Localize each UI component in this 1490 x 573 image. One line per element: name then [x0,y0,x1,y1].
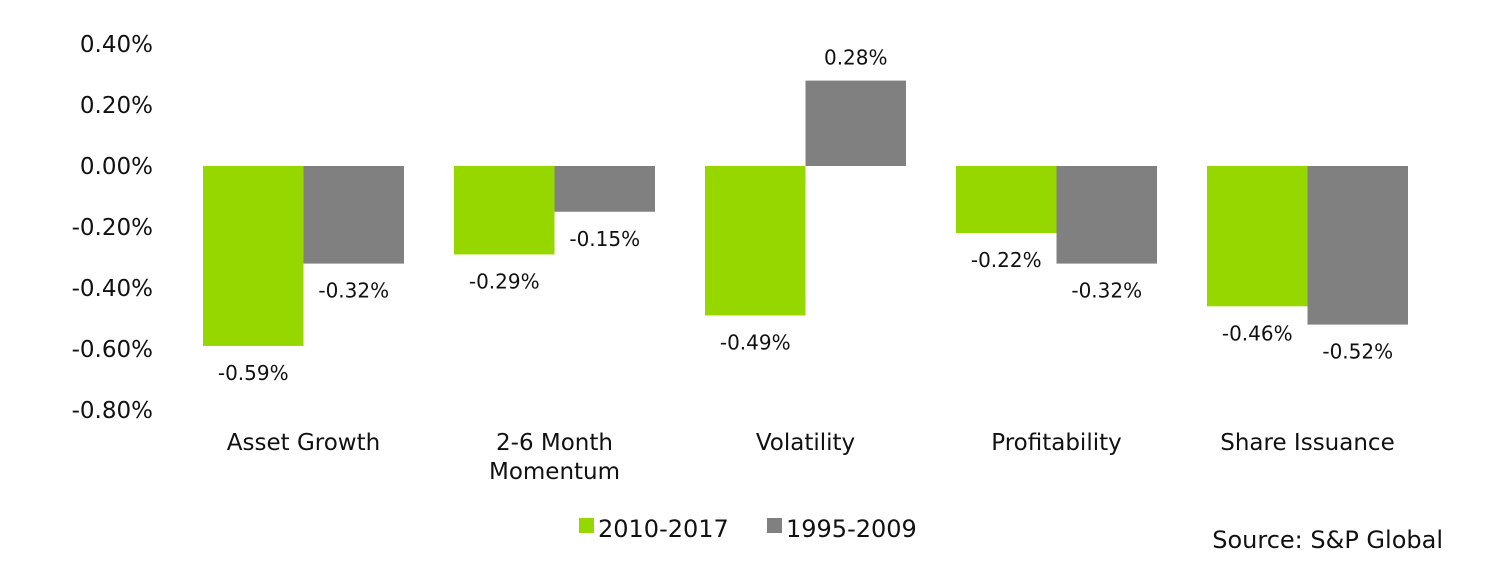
y-tick-label: -0.80% [72,398,153,424]
y-tick-label: 0.20% [80,93,153,119]
data-label: -0.46% [1222,321,1293,345]
category-label: Volatility [756,430,855,456]
bar-1995-2009-1 [554,166,655,212]
legend: 2010-2017 1995-2009 [579,515,917,543]
category-label: 2-6 Month [496,430,613,456]
category-label: Share Issuance [1220,430,1394,456]
category-label: Asset Growth [227,430,380,456]
bars [203,80,1408,346]
legend-label: 2010-2017 [598,515,729,543]
data-label: -0.52% [1322,340,1393,364]
y-axis: 0.40% 0.20% 0.00% -0.20% -0.40% -0.60% -0.80% [72,32,153,424]
y-tick-label: 0.00% [80,154,153,180]
category-label: Profitability [991,430,1122,456]
x-axis: Asset Growth 2-6 Month Momentum Volatility P… [227,430,1395,485]
data-label: -0.32% [1071,279,1142,303]
bar-1995-2009-2 [805,80,906,166]
y-tick-label: -0.40% [72,276,153,302]
legend-label: 1995-2009 [786,515,917,543]
bar-2010-2017-3 [956,166,1057,234]
data-labels: -0.59% -0.29% -0.49% -0.22% -0.46% -0.32% -0.1… [218,46,1393,385]
bar-1995-2009-3 [1056,166,1157,264]
bar-2010-2017-0 [203,166,304,346]
y-tick-label: 0.40% [80,32,153,58]
data-label: -0.49% [720,330,791,354]
data-label: -0.22% [971,248,1042,272]
y-tick-label: -0.20% [72,215,153,241]
data-label: -0.29% [469,269,540,293]
data-label: -0.59% [218,361,289,385]
legend-swatch-1995-2009 [767,518,782,533]
bar-2010-2017-1 [454,166,555,255]
data-label: -0.32% [318,279,389,303]
bar-1995-2009-0 [303,166,404,264]
legend-swatch-2010-2017 [579,518,594,533]
bar-2010-2017-2 [705,166,806,316]
data-label: -0.15% [569,227,640,251]
bar-2010-2017-4 [1207,166,1308,307]
y-tick-label: -0.60% [72,337,153,363]
category-label: Momentum [489,459,620,485]
source-note: Source: S&P Global [1212,526,1443,554]
data-label: 0.28% [824,46,888,70]
bar-1995-2009-4 [1307,166,1408,325]
